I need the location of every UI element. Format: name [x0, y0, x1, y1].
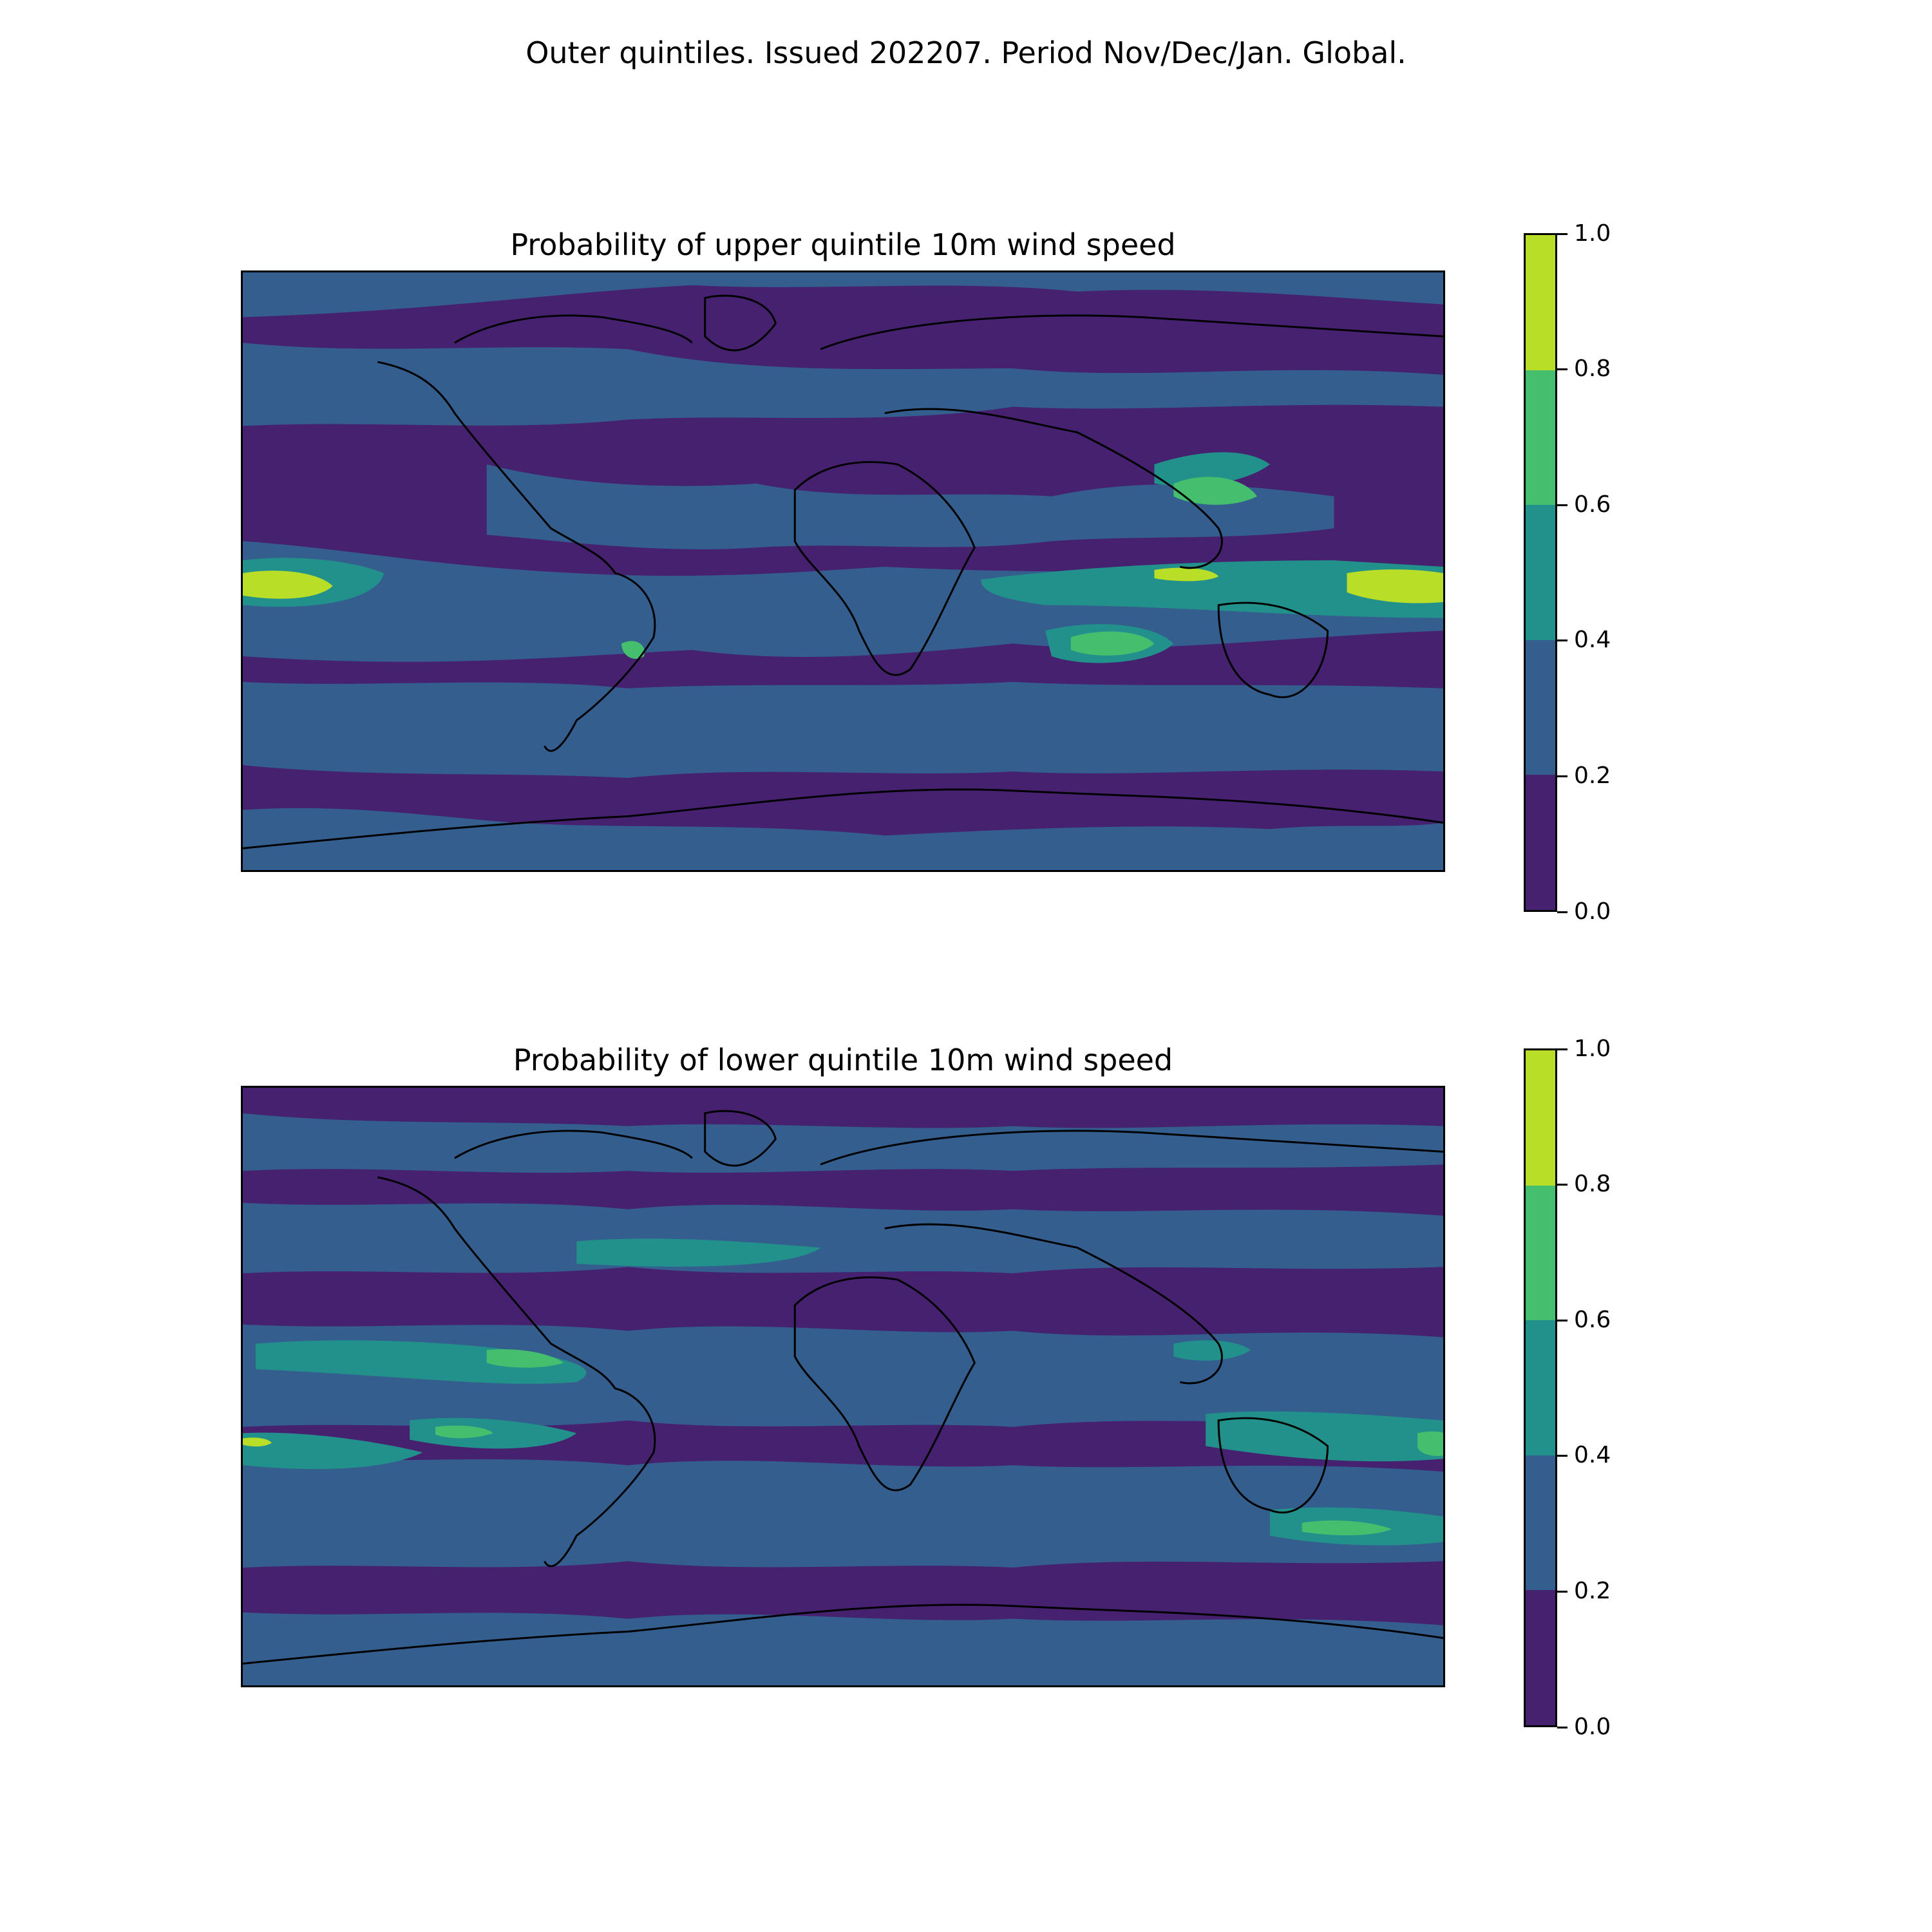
lower-band-0.6-0.8: [435, 1349, 1443, 1536]
upper-map-svg: [243, 272, 1443, 870]
upper-band-0.6-0.8: [621, 477, 1257, 659]
lower-coastlines: [243, 1110, 1443, 1665]
upper-band-0.8-1.0: [243, 567, 1443, 603]
upper-tick-label-2: 0.4: [1574, 627, 1611, 653]
upper-colorbar-seg-4: [1526, 235, 1555, 370]
lower-tick-label-5: 1.0: [1574, 1036, 1611, 1062]
upper-tick-label-5: 1.0: [1574, 220, 1611, 247]
lower-panel-title: Probability of lower quintile 10m wind s…: [513, 1043, 1173, 1077]
lower-colorbar-seg-0: [1526, 1590, 1555, 1725]
upper-colorbar-seg-1: [1526, 639, 1555, 775]
upper-colorbar-seg-3: [1526, 370, 1555, 506]
lower-colorbar-seg-3: [1526, 1185, 1555, 1321]
upper-coastlines: [243, 294, 1443, 849]
upper-tick-label-4: 0.8: [1574, 355, 1611, 382]
upper-panel-title: Probability of upper quintile 10m wind s…: [510, 227, 1176, 262]
upper-colorbar-seg-0: [1526, 775, 1555, 910]
figure-suptitle: Outer quintiles. Issued 202207. Period N…: [526, 35, 1406, 70]
upper-colorbar: [1524, 233, 1557, 912]
upper-tick-label-3: 0.6: [1574, 491, 1611, 518]
lower-tick-label-2: 0.4: [1574, 1442, 1611, 1468]
lower-colorbar-seg-2: [1526, 1320, 1555, 1455]
upper-tick-label-0: 0.0: [1574, 898, 1611, 925]
lower-colorbar: [1524, 1048, 1557, 1727]
lower-tick-label-4: 0.8: [1574, 1171, 1611, 1197]
upper-tick-label-1: 0.2: [1574, 762, 1611, 789]
lower-tick-label-1: 0.2: [1574, 1578, 1611, 1604]
lower-colorbar-seg-1: [1526, 1455, 1555, 1591]
lower-colorbar-seg-4: [1526, 1050, 1555, 1186]
lower-band-0.2-0.4: [243, 1113, 1443, 1685]
upper-map: [241, 270, 1445, 872]
lower-tick-label-0: 0.0: [1574, 1714, 1611, 1740]
lower-tick-label-3: 0.6: [1574, 1307, 1611, 1333]
lower-map: [241, 1086, 1445, 1687]
lower-band-0.8-1.0: [243, 1437, 272, 1447]
lower-map-svg: [243, 1088, 1443, 1685]
upper-colorbar-seg-2: [1526, 505, 1555, 640]
